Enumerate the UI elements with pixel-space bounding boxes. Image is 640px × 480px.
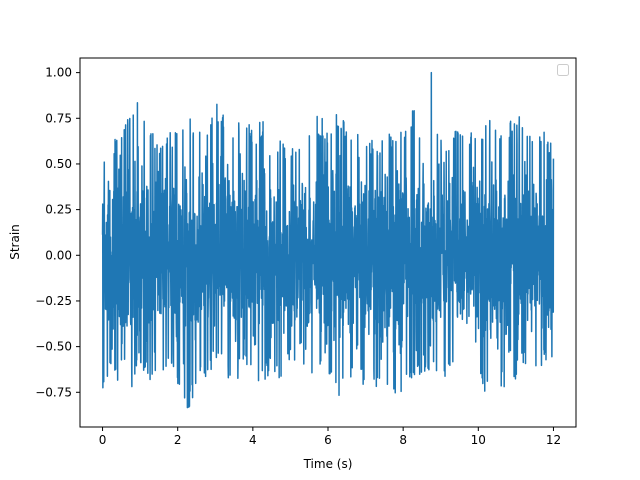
x-tick-label: 4 — [249, 433, 257, 447]
y-tick-label: 0.00 — [45, 248, 72, 262]
x-tick-label: 12 — [546, 433, 561, 447]
y-tick-label: −0.50 — [35, 340, 72, 354]
x-tick-label: 6 — [324, 433, 332, 447]
y-tick-label: 0.50 — [45, 157, 72, 171]
x-axis-label: Time (s) — [303, 457, 353, 471]
x-axis-ticks: 0 2 4 6 8 10 12 — [99, 427, 561, 447]
legend-box — [557, 64, 569, 76]
y-axis-ticks: −0.75 −0.50 −0.25 0.00 0.25 0.50 0.75 1.00 — [35, 66, 80, 399]
x-tick-label: 2 — [174, 433, 182, 447]
strain-series-line — [101, 71, 555, 409]
x-tick-label: 8 — [399, 433, 407, 447]
x-tick-label: 0 — [99, 433, 107, 447]
plot-area — [101, 71, 555, 409]
y-tick-label: 0.25 — [45, 203, 72, 217]
y-tick-label: 0.75 — [45, 111, 72, 125]
x-tick-label: 10 — [471, 433, 486, 447]
y-axis-label: Strain — [8, 224, 22, 260]
y-tick-label: −0.25 — [35, 294, 72, 308]
y-tick-label: 1.00 — [45, 66, 72, 80]
y-tick-label: −0.75 — [35, 385, 72, 399]
